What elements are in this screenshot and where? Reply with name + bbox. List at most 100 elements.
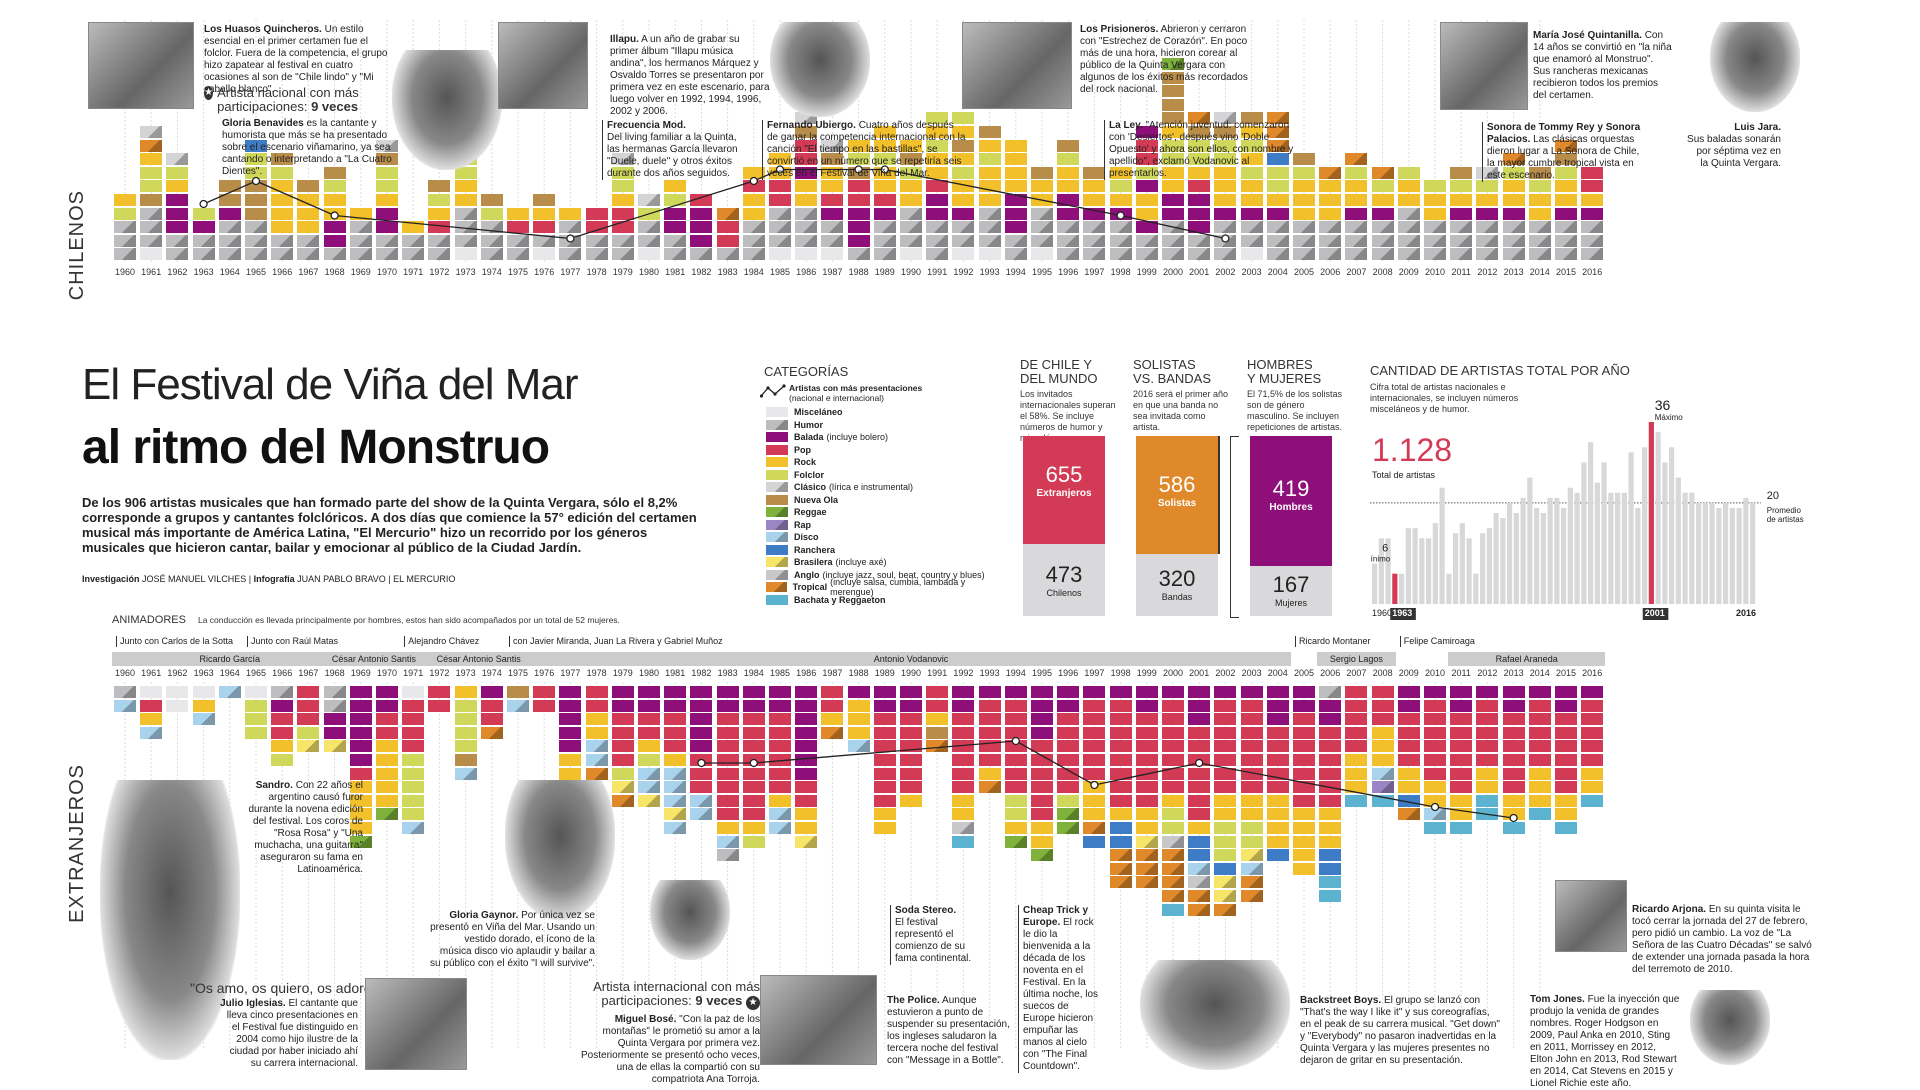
extranjeros-cell-tropical	[978, 781, 1001, 794]
extranjeros-cell-folclor	[1162, 822, 1184, 834]
chilenos-cell-humor	[1109, 221, 1132, 234]
extranjeros-cell-pop	[795, 781, 818, 794]
extranjeros-cell-tropical	[585, 767, 608, 780]
year-tick-label: 1964	[219, 267, 240, 277]
extranjeros-cell-disco	[769, 822, 791, 834]
extranjeros-cell-pop	[297, 686, 320, 698]
top-artists-line-point	[1509, 813, 1518, 823]
extranjeros-cell-balada	[1266, 699, 1289, 712]
chilenos-cell-clasico	[638, 194, 660, 206]
extranjeros-cell-rock	[376, 794, 398, 807]
extranjeros-cell-balada	[690, 726, 713, 739]
chilenos-cell-rock	[978, 139, 1001, 152]
legend-swatch	[766, 494, 788, 505]
year-tick-label: 1972	[429, 267, 450, 277]
total-bar-1977	[1486, 528, 1492, 604]
extranjeros-cell-anglo	[1188, 876, 1211, 889]
chilenos-cell-balada	[166, 221, 189, 234]
los-prisioneros-photo	[962, 22, 1072, 109]
extranjeros-cell-disco	[1424, 808, 1446, 821]
extranjeros-cell-rock	[1293, 835, 1315, 848]
year-tick-label: 2005	[1293, 668, 1315, 678]
year-tick-label: 2006	[1320, 267, 1341, 277]
chilenos-cell-pop	[585, 221, 608, 234]
year-tick-label: 1967	[298, 267, 319, 277]
year-tick-label: 2013	[1503, 267, 1524, 277]
chilenos-cell-humor	[1345, 221, 1368, 234]
year-tick-label: 1985	[769, 267, 791, 277]
extranjeros-cell-pop	[1555, 740, 1577, 753]
annotation-tom-jones: Tom Jones. Fue la inyección que produjo …	[1530, 994, 1680, 1090]
extranjeros-cell-pop	[1397, 713, 1420, 726]
extranjeros-cell-pop	[1555, 713, 1577, 726]
extranjeros-cell-pop	[1476, 699, 1499, 712]
total-bar-1997	[1621, 492, 1627, 604]
extranjeros-cell-disco	[769, 808, 791, 821]
year-tick-label: 1973	[455, 267, 476, 277]
extranjeros-cell-tropical	[1188, 890, 1211, 902]
chilenos-cell-folclor	[1528, 180, 1551, 193]
extranjeros-cell-balada	[664, 699, 687, 712]
extranjeros-cell-brasilera	[795, 835, 818, 848]
huasos-quincheros-photo	[88, 22, 194, 109]
extranjeros-cell-pop	[1266, 740, 1289, 753]
legend-item-miscelaneo: Misceláneo	[766, 406, 1000, 419]
host-bar: César Antonio Santis	[426, 652, 531, 666]
extranjeros-cell-rock	[952, 794, 975, 807]
chilenos-cell-rock	[1240, 180, 1263, 193]
the-police-photo	[760, 975, 877, 1065]
legend-item-rock: Rock	[766, 456, 1000, 469]
chilenos-cell-rock	[559, 207, 582, 220]
total-bar-2010	[1709, 502, 1715, 604]
extranjeros-cell-balada	[742, 686, 765, 698]
extranjeros-cell-pop	[769, 754, 791, 766]
year-tick-label: 1970	[376, 267, 398, 277]
record-count: 9 veces	[311, 99, 359, 114]
annotation-gaynor: Gloria Gaynor. Por única vez se presentó…	[430, 910, 595, 970]
year-tick-label: 1979	[612, 267, 633, 277]
extranjeros-cell-balada	[1031, 686, 1053, 698]
extranjeros-cell-pop	[533, 699, 556, 712]
extranjeros-cell-pop	[611, 754, 634, 766]
chilenos-cell-humor	[1502, 234, 1525, 247]
extranjeros-cell-pop	[1214, 713, 1237, 726]
chilenos-cell-humor	[952, 221, 975, 234]
chilenos-cell-pop	[611, 207, 634, 220]
credits: Investigación JOSÉ MANUEL VILCHES | Info…	[82, 574, 456, 584]
host-note: Alejandro Chávez	[404, 636, 479, 647]
legend-note: (incluye axé)	[835, 557, 887, 568]
extranjeros-cell-pop	[1266, 781, 1289, 794]
extranjeros-cell-folclor	[454, 713, 477, 726]
top-artists-line-point	[199, 199, 208, 209]
extranjeros-cell-pop	[1031, 781, 1053, 794]
extranjeros-cell-pop	[1031, 767, 1053, 780]
chilenos-cell-balada	[376, 221, 398, 234]
chilenos-cell-nueva_ola	[297, 180, 320, 193]
annotation-title: Gloria Benavides	[222, 118, 304, 129]
extranjeros-cell-balada	[795, 686, 818, 698]
chilenos-cell-humor	[297, 234, 320, 247]
chilenos-cell-folclor	[952, 166, 975, 179]
extranjeros-cell-balada	[1476, 686, 1499, 698]
legend-item-disco: Disco	[766, 531, 1000, 544]
extranjeros-cell-pop	[1083, 699, 1106, 712]
extranjeros-cell-balada	[795, 726, 818, 739]
extranjeros-cell-pop	[1345, 713, 1368, 726]
chilenos-cell-rock	[1109, 194, 1132, 206]
chilenos-cell-miscelaneo	[978, 248, 1001, 261]
chilenos-cell-rock	[1109, 166, 1132, 179]
extranjeros-cell-tropical	[926, 740, 949, 753]
extranjeros-cell-pop	[1424, 699, 1446, 712]
year-tick-label: 1974	[481, 668, 502, 678]
stat-label: Mujeres	[1274, 598, 1307, 608]
chilenos-cell-rock	[271, 207, 294, 220]
chilenos-cell-balada	[1214, 207, 1237, 220]
year-tick-label: 1990	[900, 267, 922, 277]
legend-title: CATEGORÍAS	[764, 364, 849, 379]
extranjeros-cell-tropical	[1240, 876, 1263, 889]
chilenos-cell-humor	[742, 248, 765, 261]
extranjeros-cell-balada	[952, 686, 975, 698]
chilenos-cell-humor	[245, 234, 267, 247]
extranjeros-cell-pop	[1083, 726, 1106, 739]
chilenos-cell-tropical	[140, 139, 163, 152]
